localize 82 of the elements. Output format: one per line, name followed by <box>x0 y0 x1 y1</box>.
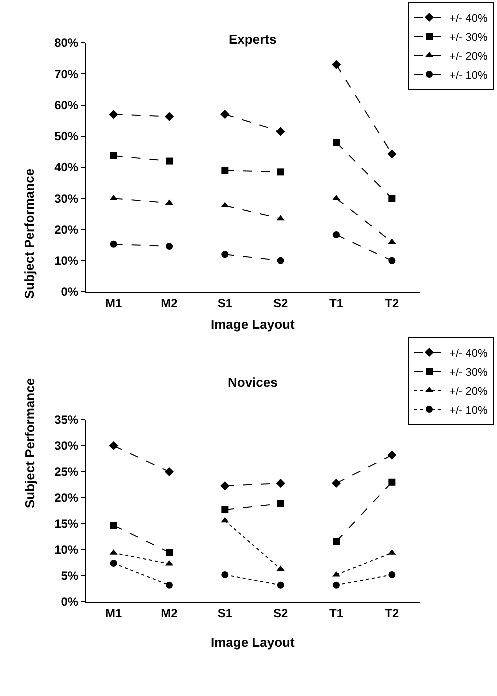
point <box>166 158 173 165</box>
point <box>388 150 397 159</box>
point <box>332 60 342 70</box>
y-tick-label: 25% <box>54 465 79 480</box>
y-tick-label: 10% <box>54 254 79 268</box>
point <box>388 450 397 460</box>
point <box>166 582 173 589</box>
point <box>277 168 284 176</box>
x-tick-label: T2 <box>385 296 400 310</box>
point <box>388 478 396 486</box>
y-tick-label: 0% <box>61 595 79 610</box>
x-tick-label: S2 <box>273 606 288 620</box>
y-tick-label: 20% <box>54 222 79 237</box>
y-tick-label: 10% <box>54 543 79 558</box>
legend-label: +/- 10% <box>450 404 488 417</box>
point <box>221 202 230 208</box>
y-tick-label: 40% <box>54 160 79 175</box>
legend-label: +/- 20% <box>450 386 488 398</box>
point <box>166 243 173 250</box>
y-tick-label: 50% <box>54 130 79 144</box>
x-axis-title: Image Layout <box>211 635 296 650</box>
y-tick-label: 80% <box>54 36 79 50</box>
point <box>388 257 396 264</box>
point <box>222 571 229 578</box>
y-axis-title: Subject Performance <box>22 168 37 299</box>
x-tick-label: T1 <box>329 296 344 310</box>
point <box>276 215 285 221</box>
point <box>220 481 230 491</box>
legend-label: +/- 10% <box>450 70 488 82</box>
x-tick-label: T1 <box>329 606 344 620</box>
x-tick-label: S1 <box>218 296 233 310</box>
point <box>333 232 340 239</box>
point <box>109 441 118 451</box>
x-tick-label: S1 <box>218 606 233 620</box>
x-tick-label: M2 <box>161 296 178 310</box>
point <box>222 167 229 174</box>
point <box>276 127 286 136</box>
y-tick-label: 20% <box>54 491 79 506</box>
chart-title: Novices <box>228 375 278 390</box>
x-axis-title: Image Layout <box>211 317 296 332</box>
chart-title: Experts <box>229 32 277 47</box>
y-axis-title: Subject Performance <box>22 378 38 508</box>
point <box>277 582 284 589</box>
y-tick-label: 5% <box>61 569 79 584</box>
y-tick-label: 35% <box>54 413 79 428</box>
y-tick-label: 0% <box>61 285 79 300</box>
point <box>222 506 229 514</box>
point <box>388 195 396 202</box>
point <box>277 500 284 508</box>
point <box>166 549 173 556</box>
y-tick-label: 30% <box>54 439 79 454</box>
point <box>110 240 118 248</box>
y-tick-label: 30% <box>54 192 79 206</box>
x-tick-label: M2 <box>161 606 178 620</box>
y-tick-label: 15% <box>54 517 79 532</box>
legend-label: +/- 40% <box>450 348 488 360</box>
point <box>333 139 340 146</box>
point <box>276 478 286 488</box>
point <box>333 538 340 546</box>
point <box>164 112 174 122</box>
x-tick-label: T2 <box>385 606 400 620</box>
point <box>110 560 118 568</box>
x-tick-label: M1 <box>105 606 122 620</box>
x-tick-label: M1 <box>105 296 122 310</box>
legend-label: +/- 30% <box>450 32 488 44</box>
x-tick-label: S2 <box>273 296 288 310</box>
point <box>333 582 340 589</box>
y-tick-label: 70% <box>54 67 79 82</box>
point <box>221 517 230 523</box>
point <box>109 110 118 120</box>
legend-label: +/- 40% <box>450 12 488 25</box>
point <box>388 571 396 578</box>
point <box>332 478 342 488</box>
legend-label: +/- 20% <box>450 50 488 63</box>
point <box>110 152 118 160</box>
point <box>277 257 284 264</box>
point <box>220 110 230 120</box>
legend-label: +/- 30% <box>450 366 488 379</box>
point <box>110 522 118 530</box>
y-tick-label: 60% <box>54 98 79 112</box>
point <box>164 467 174 477</box>
point <box>222 251 229 258</box>
